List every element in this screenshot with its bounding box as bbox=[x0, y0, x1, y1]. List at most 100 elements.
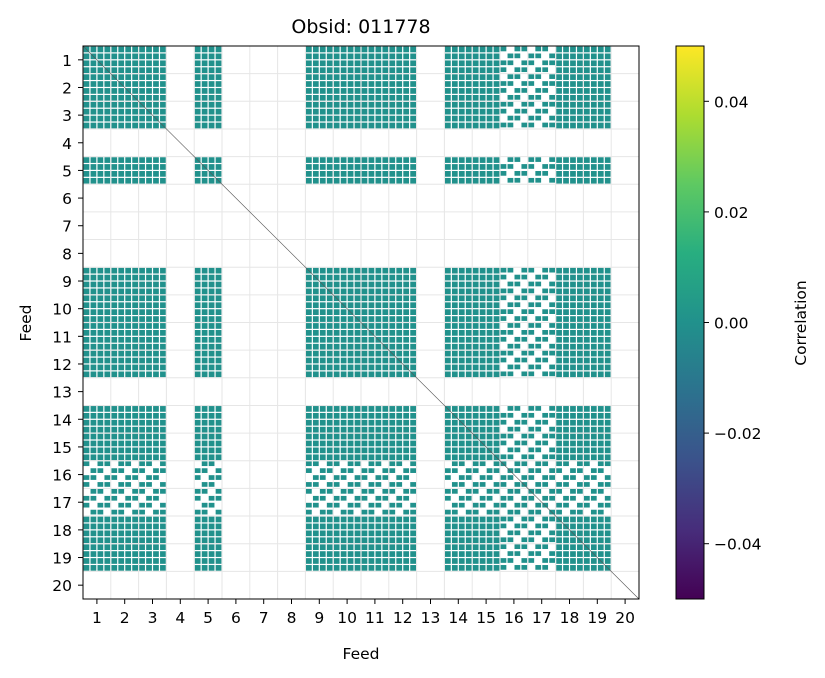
y-tick-label: 14 bbox=[52, 411, 72, 429]
heatmap-cell bbox=[306, 157, 333, 184]
heatmap-cell bbox=[361, 101, 389, 129]
heatmap-cell bbox=[528, 406, 555, 432]
heatmap-cell bbox=[500, 101, 528, 128]
heatmap-cell bbox=[528, 295, 555, 321]
heatmap-cell bbox=[584, 350, 611, 378]
heatmap-cell bbox=[472, 267, 500, 295]
heatmap-cell bbox=[83, 461, 111, 487]
heatmap-cell bbox=[445, 267, 472, 295]
heatmap-cell bbox=[333, 74, 361, 101]
heatmap-cell bbox=[500, 433, 528, 460]
heatmap-cell bbox=[389, 295, 416, 322]
heatmap-cell bbox=[306, 516, 333, 544]
colorbar-label: Correlation bbox=[792, 280, 810, 365]
heatmap-cell bbox=[139, 406, 166, 433]
heatmap-cell bbox=[361, 350, 389, 378]
heatmap-cell bbox=[306, 489, 333, 515]
y-tick-label: 18 bbox=[52, 522, 72, 540]
y-tick-label: 12 bbox=[52, 356, 72, 374]
heatmap-cell bbox=[333, 350, 361, 378]
heatmap-cell bbox=[306, 74, 333, 101]
colorbar-tick-label: 0.02 bbox=[714, 204, 749, 222]
heatmap-cell bbox=[361, 74, 389, 101]
x-tick-label: 18 bbox=[560, 609, 580, 627]
y-tick-label: 15 bbox=[52, 439, 72, 457]
heatmap-cell bbox=[333, 157, 361, 184]
heatmap-cell bbox=[139, 74, 166, 101]
heatmap-cell bbox=[389, 101, 416, 129]
x-tick-label: 16 bbox=[504, 609, 524, 627]
heatmap-cell bbox=[83, 350, 111, 378]
heatmap-cell bbox=[472, 295, 500, 322]
heatmap-cell bbox=[194, 323, 222, 350]
y-tick-label: 3 bbox=[62, 107, 72, 125]
heatmap-cell bbox=[111, 157, 138, 184]
gridlines bbox=[83, 46, 639, 599]
heatmap-cell bbox=[445, 350, 472, 378]
heatmap-cell bbox=[500, 46, 528, 73]
heatmap-cell bbox=[584, 267, 611, 295]
heatmap-cell bbox=[333, 406, 361, 433]
y-tick-label: 8 bbox=[62, 245, 72, 263]
heatmap-cell bbox=[361, 267, 389, 295]
heatmap-cell bbox=[556, 433, 583, 461]
heatmap-cell bbox=[306, 433, 333, 461]
heatmap-cell bbox=[389, 489, 416, 515]
heatmap-cell bbox=[83, 544, 111, 571]
heatmap-cell bbox=[500, 544, 528, 570]
x-tick-label: 20 bbox=[615, 609, 635, 627]
heatmap-cell bbox=[139, 350, 166, 378]
heatmap-cell bbox=[389, 74, 416, 101]
heatmap-cell bbox=[139, 433, 166, 461]
heatmap-cell bbox=[472, 350, 500, 378]
y-tick-label: 7 bbox=[62, 218, 72, 236]
heatmap-cell bbox=[500, 489, 528, 515]
heatmap-cell bbox=[194, 461, 222, 487]
heatmap-cell bbox=[111, 46, 138, 74]
heatmap-cell bbox=[139, 323, 166, 350]
heatmap-cell bbox=[445, 323, 472, 350]
x-tick-label: 6 bbox=[231, 609, 241, 627]
x-tick-label: 2 bbox=[120, 609, 130, 627]
heatmap-cell bbox=[111, 267, 138, 295]
heatmap-cell bbox=[306, 350, 333, 378]
heatmap-cell bbox=[194, 516, 222, 544]
colorbar: 0.04 0.02 0.00 −0.02 −0.04 Correlation bbox=[675, 45, 810, 600]
heatmap-cell bbox=[361, 516, 389, 544]
colorbar-tick-label: −0.02 bbox=[714, 425, 762, 443]
heatmap-cell bbox=[111, 323, 138, 350]
heatmap-cell bbox=[139, 544, 166, 571]
heatmap-cell bbox=[445, 461, 472, 487]
heatmap-cell bbox=[556, 157, 583, 184]
x-tick-label: 3 bbox=[148, 609, 158, 627]
y-tick-label: 5 bbox=[62, 162, 72, 180]
heatmap-cell bbox=[333, 489, 361, 515]
heatmap-cells bbox=[83, 46, 611, 571]
y-tick-label: 17 bbox=[52, 494, 72, 512]
heatmap-cell bbox=[83, 406, 111, 433]
heatmap-cell bbox=[528, 544, 555, 570]
heatmap-plot-area bbox=[82, 45, 640, 600]
heatmap-cell bbox=[306, 461, 333, 487]
colorbar-ticks: 0.04 0.02 0.00 −0.02 −0.04 bbox=[704, 93, 762, 554]
heatmap-cell bbox=[333, 433, 361, 461]
heatmap-cell bbox=[194, 406, 222, 433]
heatmap-cell bbox=[445, 101, 472, 129]
heatmap-cell bbox=[500, 267, 528, 294]
x-tick-label: 15 bbox=[476, 609, 496, 627]
heatmap-cell bbox=[500, 74, 528, 100]
heatmap-cell bbox=[333, 267, 361, 295]
colorbar-tick-label: 0.00 bbox=[714, 315, 749, 333]
heatmap-cell bbox=[333, 461, 361, 487]
heatmap-cell bbox=[528, 46, 555, 73]
heatmap-cell bbox=[361, 461, 389, 487]
heatmap-cell bbox=[306, 544, 333, 571]
heatmap-cell bbox=[528, 461, 555, 487]
heatmap-cell bbox=[194, 489, 222, 515]
heatmap-cell bbox=[584, 489, 611, 515]
heatmap-cell bbox=[584, 295, 611, 322]
heatmap-cell bbox=[556, 323, 583, 350]
heatmap-cell bbox=[584, 157, 611, 184]
heatmap-cell bbox=[194, 267, 222, 295]
heatmap-cell bbox=[472, 544, 500, 571]
